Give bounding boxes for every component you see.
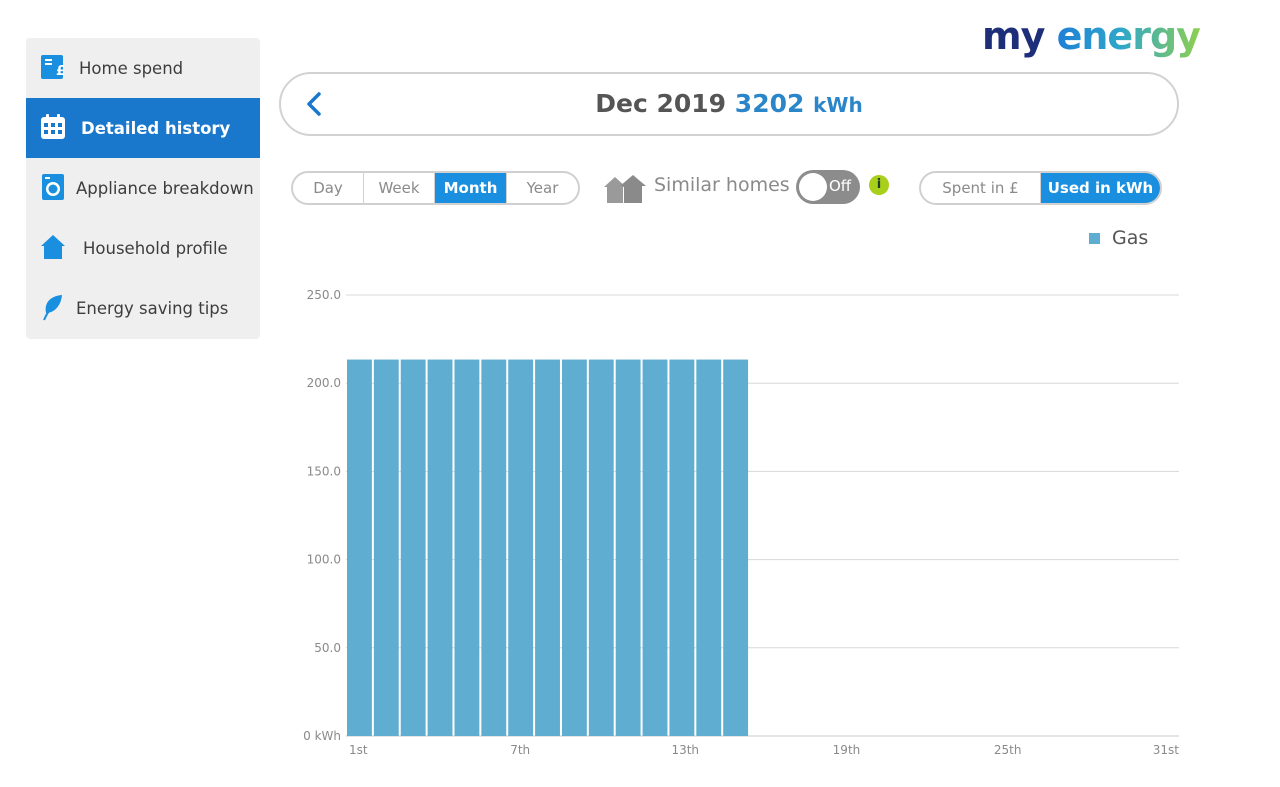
period-unit: kWh	[813, 93, 863, 117]
used-in-kwh-button[interactable]: Used in kWh	[1041, 173, 1160, 203]
period-label: Dec 2019	[595, 89, 727, 118]
sidebar-item-label: Home spend	[79, 58, 184, 78]
chevron-left-icon[interactable]	[301, 90, 329, 118]
brand-logo: my energy	[982, 14, 1201, 58]
y-tick-label: 250.0	[307, 288, 341, 302]
bar	[400, 359, 426, 736]
x-tick-label: 31st	[1153, 743, 1180, 757]
bar	[615, 359, 641, 736]
bar	[561, 359, 587, 736]
toggle-state: Off	[829, 177, 852, 195]
sidebar-item-label: Household profile	[83, 238, 228, 258]
bar	[696, 359, 722, 736]
x-tick-label: 1st	[349, 743, 368, 757]
bar	[642, 359, 668, 736]
period-header: Dec 2019 3202 kWh	[279, 72, 1179, 136]
sidebar-item-label: Energy saving tips	[76, 298, 229, 318]
sidebar-item-home-spend[interactable]: £ Home spend	[26, 38, 260, 98]
x-tick-label: 13th	[671, 743, 699, 757]
bar	[669, 359, 695, 736]
sidebar-item-energy-saving-tips[interactable]: Energy saving tips	[26, 278, 260, 338]
y-tick-label: 200.0	[307, 376, 341, 390]
y-tick-label: 0 kWh	[303, 729, 341, 743]
y-tick-label: 150.0	[307, 464, 341, 478]
toggle-knob	[799, 173, 827, 201]
pound-document-icon: £	[41, 55, 65, 79]
bar	[454, 359, 480, 736]
bar	[588, 359, 614, 736]
unit-mode-selector: Spent in £ Used in kWh	[919, 171, 1162, 205]
bar	[535, 359, 560, 736]
similar-homes-icon	[604, 175, 646, 203]
similar-homes-toggle[interactable]: Off	[796, 170, 860, 204]
calendar-icon	[41, 114, 65, 139]
x-tick-label: 25th	[994, 743, 1022, 757]
sidebar-item-appliance-breakdown[interactable]: Appliance breakdown	[26, 158, 260, 218]
sidebar-item-label: Detailed history	[81, 118, 231, 138]
legend-label-gas: Gas	[1112, 227, 1149, 249]
leaf-icon	[43, 295, 62, 321]
info-icon[interactable]: i	[869, 175, 889, 195]
bar	[508, 359, 534, 736]
period-year-button[interactable]: Year	[526, 179, 559, 197]
y-tick-label: 50.0	[314, 641, 341, 655]
bar	[427, 359, 453, 736]
similar-homes-label: Similar homes	[654, 174, 790, 196]
washing-machine-icon	[42, 174, 64, 200]
svg-text:£: £	[56, 64, 65, 79]
sidebar-item-detailed-history[interactable]: Detailed history	[26, 98, 260, 158]
house-icon	[41, 235, 65, 259]
bar	[347, 359, 372, 736]
sidebar-item-label: Appliance breakdown	[76, 178, 254, 198]
bar	[723, 359, 749, 736]
x-tick-label: 7th	[510, 743, 530, 757]
period-selector: Day Week Month Year	[291, 171, 580, 205]
period-total: 3202	[734, 89, 805, 118]
period-title: Dec 2019 3202 kWh	[281, 89, 1177, 118]
bar	[373, 359, 399, 736]
x-tick-label: 19th	[833, 743, 861, 757]
sidebar-item-household-profile[interactable]: Household profile	[26, 218, 260, 278]
period-day-button[interactable]: Day	[293, 173, 364, 203]
y-tick-label: 100.0	[307, 553, 341, 567]
sidebar-nav: £ Home spend Detailed history Appliance …	[26, 38, 260, 339]
bar	[481, 359, 507, 736]
period-week-button[interactable]: Week	[364, 173, 435, 203]
legend-swatch-gas	[1089, 233, 1100, 244]
spent-in-pounds-button[interactable]: Spent in £	[921, 173, 1041, 203]
period-month-button[interactable]: Month	[435, 173, 507, 203]
